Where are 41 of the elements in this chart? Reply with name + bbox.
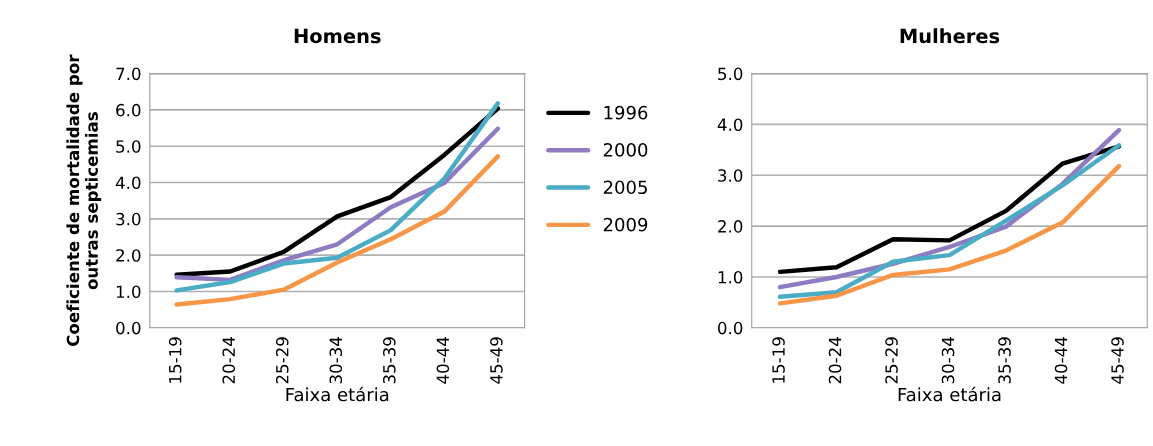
x-tick-label: 20-24 [222,337,236,384]
x-tick-label: 15-19 [772,337,785,383]
y-tick-label: 4.0 [717,118,743,131]
x-tick-label: 35-39 [383,337,396,384]
legend-label: 1996 [604,105,648,120]
y-tick-label: 1.0 [718,270,743,284]
x-tick-label: 25-29 [275,337,289,384]
x-tick-label: 30-34 [329,337,343,384]
y-tick-label: 6.0 [116,103,141,117]
y-axis-title: Coeficiente de mortalidade por outras septicemias [66,54,102,347]
y-tick-label: 3.0 [116,212,141,226]
y-tick-label: 3.0 [718,169,743,182]
x-tick-label: 45-49 [490,337,503,384]
y-tick-label: 2.0 [116,249,141,262]
x-tick-label: 40-44 [1054,337,1068,384]
y-tick-label: 2.0 [718,220,743,233]
chart-title: Mulheres [900,28,1000,44]
legend-label: 2000 [603,143,648,157]
line-series [777,143,1122,300]
y-tick-label: 5.0 [116,140,141,153]
x-axis-title: Faixa etária [286,386,389,402]
y-tick-label: 0.0 [718,321,743,335]
x-tick-label: 40-44 [436,337,450,384]
y-tick-label: 7.0 [116,67,141,81]
x-tick-label: 45-49 [1111,337,1124,384]
y-tick-label: 5.0 [718,67,743,81]
x-tick-label: 30-34 [941,337,955,384]
y-tick-label: 0.0 [116,321,141,335]
legend-label: 2005 [603,180,647,195]
line-series [174,154,501,307]
x-tick-label: 15-19 [168,337,182,383]
y-tick-label: 4.0 [115,176,141,190]
x-tick-label: 35-39 [998,337,1011,384]
y-tick-label: 1.0 [116,285,141,299]
x-tick-label: 25-29 [885,337,898,384]
line-series [777,163,1122,306]
chart-title: Homens [294,28,381,44]
legend-label: 2009 [603,217,648,232]
x-tick-label: 20-24 [828,337,842,384]
line-series [777,144,1122,275]
x-axis-title: Faixa etária [898,386,1001,402]
